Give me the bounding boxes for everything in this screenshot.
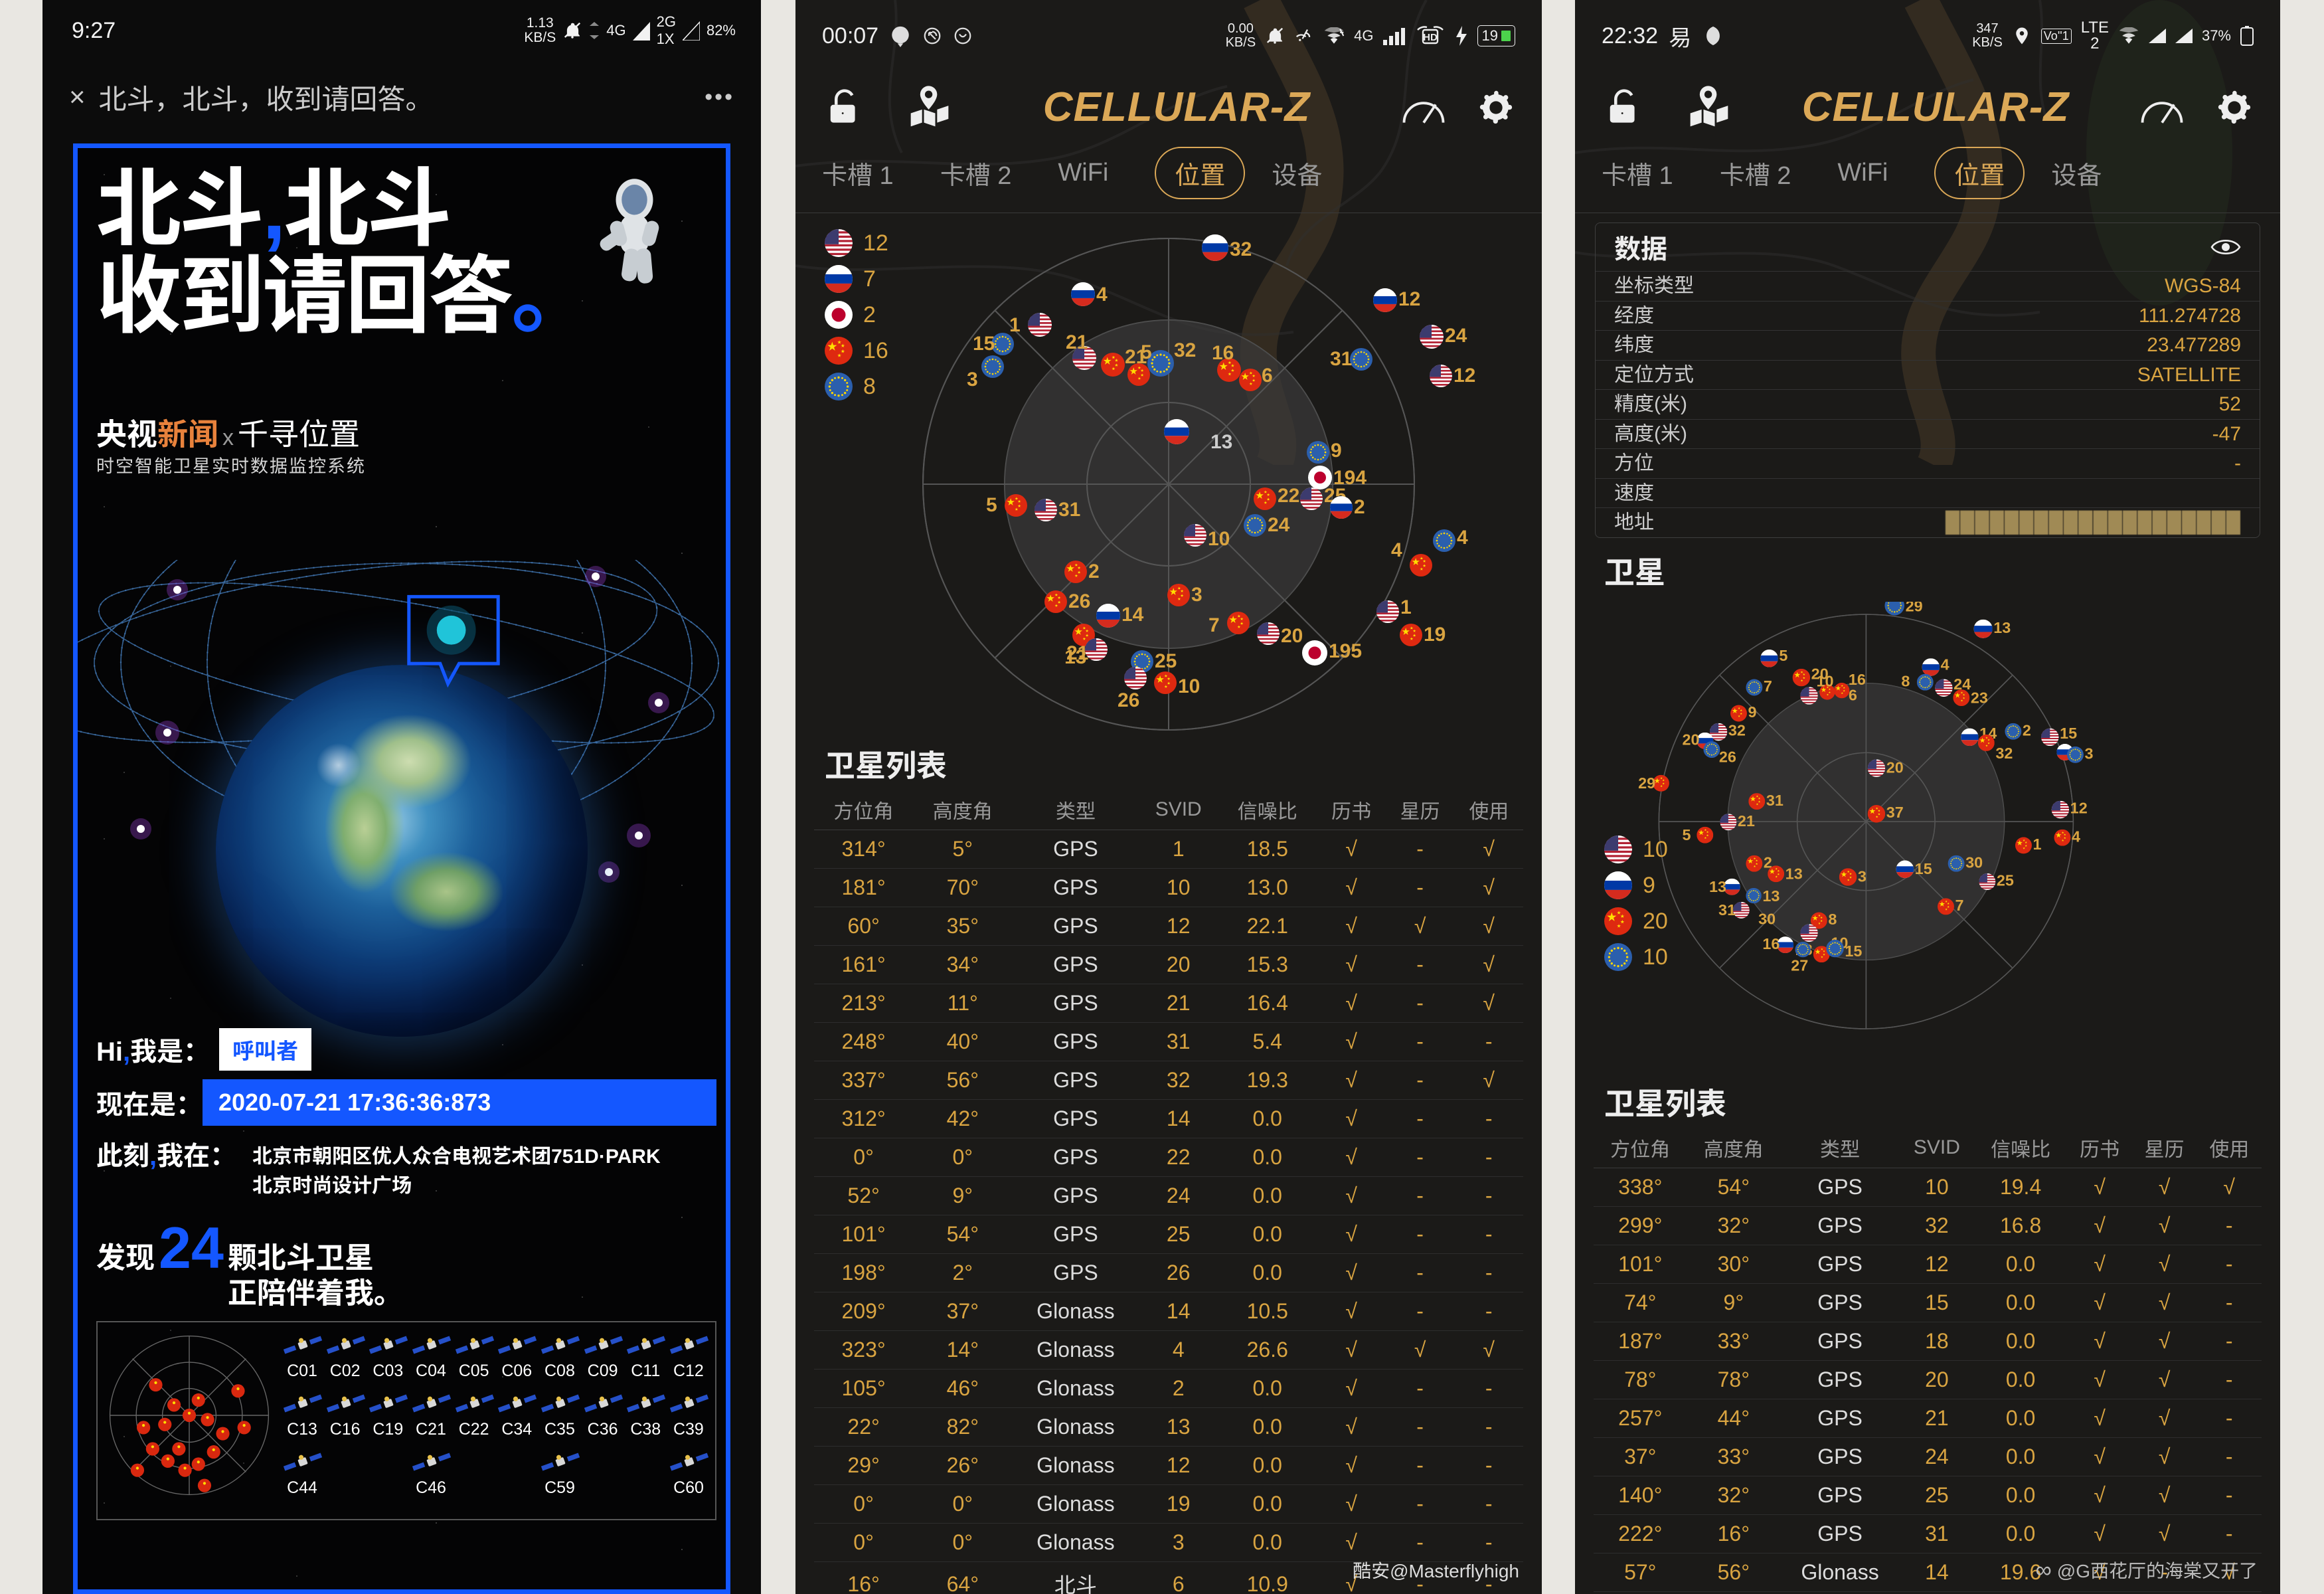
svg-text:HD: HD — [1423, 32, 1438, 43]
